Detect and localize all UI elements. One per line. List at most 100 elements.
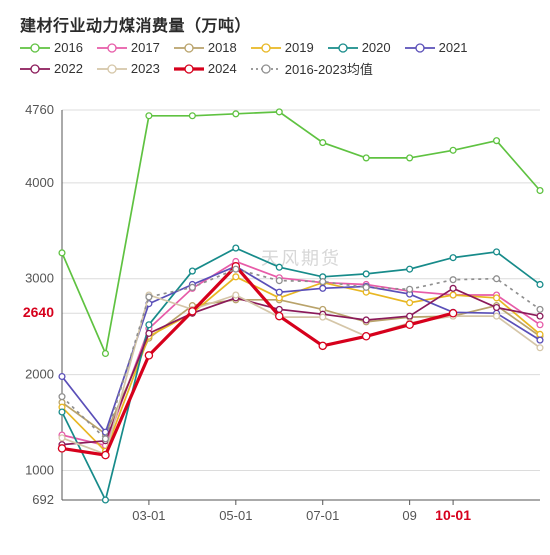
legend-label: 2022 xyxy=(54,61,83,76)
marker xyxy=(407,286,413,292)
marker xyxy=(189,308,196,315)
x-tick-label: 07-01 xyxy=(306,508,339,523)
marker xyxy=(276,289,282,295)
marker xyxy=(103,436,109,442)
legend-item-2024: 2024 xyxy=(174,61,237,76)
marker xyxy=(189,284,195,290)
marker xyxy=(320,140,326,146)
y-tick-label: 1000 xyxy=(25,462,54,477)
marker xyxy=(233,292,239,298)
marker xyxy=(276,109,282,115)
legend-label: 2017 xyxy=(131,40,160,55)
legend-label: 2023 xyxy=(131,61,160,76)
marker xyxy=(276,295,282,301)
legend-item-2018: 2018 xyxy=(174,40,237,55)
legend-item-2016-2023均值: 2016-2023均值 xyxy=(251,59,373,78)
legend-item-2016: 2016 xyxy=(20,40,83,55)
marker xyxy=(276,278,282,284)
marker xyxy=(233,245,239,251)
x-tick-label: 10-01 xyxy=(435,507,471,523)
marker xyxy=(494,249,500,255)
x-tick-label: 09 xyxy=(402,508,416,523)
marker xyxy=(407,300,413,306)
marker xyxy=(233,266,239,272)
x-tick-label: 05-01 xyxy=(219,508,252,523)
y-tick-label: 4000 xyxy=(25,175,54,190)
line-chart: 69210002000264030004000476003-0105-0107-… xyxy=(0,100,550,540)
marker xyxy=(494,138,500,144)
marker xyxy=(59,435,65,441)
x-tick-label: 03-01 xyxy=(132,508,165,523)
marker xyxy=(537,313,543,319)
marker xyxy=(363,333,370,340)
marker xyxy=(537,307,543,313)
marker xyxy=(494,313,500,319)
marker xyxy=(233,111,239,117)
series-2020 xyxy=(62,248,540,500)
legend-label: 2021 xyxy=(439,40,468,55)
marker xyxy=(145,352,152,359)
marker xyxy=(363,155,369,161)
marker xyxy=(189,268,195,274)
legend-item-2021: 2021 xyxy=(405,40,468,55)
legend-label: 2018 xyxy=(208,40,237,55)
marker xyxy=(59,394,65,400)
marker xyxy=(450,292,456,298)
legend-item-2020: 2020 xyxy=(328,40,391,55)
marker xyxy=(102,452,109,459)
legend-item-2023: 2023 xyxy=(97,61,160,76)
marker xyxy=(494,305,500,311)
legend-item-2019: 2019 xyxy=(251,40,314,55)
marker xyxy=(319,342,326,349)
legend-label: 2016 xyxy=(54,40,83,55)
marker xyxy=(537,322,543,328)
marker xyxy=(406,321,413,328)
marker xyxy=(450,147,456,153)
marker xyxy=(146,322,152,328)
marker xyxy=(276,264,282,270)
legend: 2016 2017 2018 2019 2020 2021 2022 2023 2024 2016… xyxy=(20,40,540,82)
marker xyxy=(320,285,326,291)
marker xyxy=(320,279,326,285)
legend-label: 2020 xyxy=(362,40,391,55)
marker xyxy=(537,345,543,351)
marker xyxy=(146,294,152,300)
marker xyxy=(58,445,65,452)
marker xyxy=(494,276,500,282)
legend-label: 2024 xyxy=(208,61,237,76)
marker xyxy=(407,266,413,272)
marker xyxy=(407,155,413,161)
marker xyxy=(494,295,500,301)
marker xyxy=(276,313,283,320)
marker xyxy=(146,330,152,336)
y-tick-label: 692 xyxy=(32,492,54,507)
marker xyxy=(146,113,152,119)
legend-item-2022: 2022 xyxy=(20,61,83,76)
series-2019 xyxy=(62,277,540,452)
marker xyxy=(450,277,456,283)
series-2024 xyxy=(62,266,453,455)
marker xyxy=(450,285,456,291)
legend-label: 2016-2023均值 xyxy=(285,59,373,78)
marker xyxy=(363,271,369,277)
marker xyxy=(59,250,65,256)
marker xyxy=(363,284,369,290)
marker xyxy=(537,188,543,194)
series-2018 xyxy=(62,300,540,434)
marker xyxy=(103,351,109,357)
marker xyxy=(59,409,65,415)
y-tick-label: 2640 xyxy=(23,304,54,320)
marker xyxy=(320,314,326,320)
marker xyxy=(407,313,413,319)
marker xyxy=(537,282,543,288)
y-tick-label: 4760 xyxy=(25,102,54,117)
marker xyxy=(449,310,456,317)
legend-label: 2019 xyxy=(285,40,314,55)
marker xyxy=(233,274,239,280)
legend-item-2017: 2017 xyxy=(97,40,160,55)
marker xyxy=(537,331,543,337)
marker xyxy=(363,317,369,323)
marker xyxy=(103,497,109,503)
y-tick-label: 2000 xyxy=(25,367,54,382)
chart-title: 建材行业动力煤消费量（万吨） xyxy=(20,12,251,36)
